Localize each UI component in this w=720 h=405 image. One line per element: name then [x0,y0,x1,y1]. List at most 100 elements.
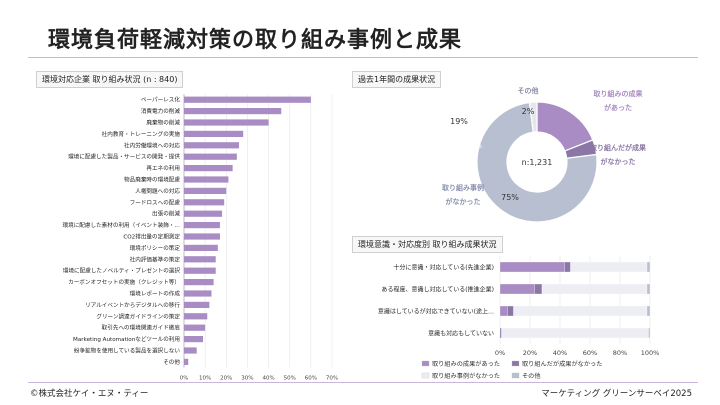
bar-chart-tick-label: 70% [326,376,338,382]
bar-chart-category-label: 廃棄物の削減 [146,119,180,127]
bar-chart-bar [184,199,225,206]
stacked-chart-tick-label: 80% [613,349,627,357]
stacked-chart-segment [648,327,651,339]
bar-chart-category-label: 社内労働環境への対応 [124,141,180,149]
bar-chart-tick-label: 60% [305,376,317,382]
bar-chart-category-label: CO2排出量の定期測定 [123,233,180,241]
bar-chart-bar [184,222,220,229]
stacked-chart-tick-label: 40% [553,349,567,357]
stacked-chart-category-label: 十分に意識・対応している(先進企業) [393,264,494,272]
footer-survey-name: マーケティング グリーンサーベイ2025 [541,389,692,399]
stacked-chart-segment [507,305,514,317]
stacked-chart-segment [501,327,649,339]
bar-chart-bar [184,256,216,263]
bar-chart-category-label: 出張の削減 [152,210,180,218]
bar-chart-tick-label: 40% [262,376,274,382]
bar-chart-bar [184,130,244,137]
bar-chart-category-label: 物品廃棄時の環境配慮 [124,176,180,184]
bar-chart-bar [184,290,212,297]
stacked-chart-segment [499,305,508,317]
bar-chart-bar [184,96,311,103]
bar-chart-category-label: 紛争鉱物を使用している製品を選択しない [74,347,181,355]
bar-chart-bar [184,210,223,217]
stacked-chart-segment [646,283,651,295]
stacked-chart-segment [499,261,565,273]
stacked-chart-category-label: ある程度、意識し対応している(推進企業) [381,286,494,294]
bar-chart-category-label: 社内評価基準の策定 [130,255,181,263]
stacked-chart-tick-label: 60% [583,349,597,357]
donut-category-label: その他 [518,86,539,95]
stacked-chart-category-label: 意識はしているが対応できていない(途上… [378,308,494,316]
bar-chart-category-label: 取引先への環境関連ガイド徹底 [102,324,181,332]
stacked-legend-label: 取り組みの成果があった [432,360,500,368]
stacked-chart-segment [499,283,535,295]
bar-chart-bar [184,233,220,240]
stacked-chart-segment [570,261,648,273]
stacked-chart-tick-label: 20% [523,349,537,357]
donut-category-label: があった [604,103,632,112]
bar-chart-bar [184,244,218,251]
stacked-chart-category-label: 意識も対応もしていない [428,330,494,338]
bar-chart-category-label: フードロスへの配慮 [130,198,181,206]
bar-chart-bar [184,165,233,172]
bar-chart-category-label: リアルイベントからデジタルへの移行 [85,301,180,309]
stacked-chart-segment [541,283,648,295]
stacked-legend-swatch [421,372,430,379]
bar-chart-tick-label: 10% [199,376,211,382]
donut-center-label: n:1,231 [522,158,553,167]
bar-chart-category-label: 環境に配慮した素材の利用（イベント装飾・… [63,221,180,229]
stacked-chart-segment [513,305,648,317]
stacked-chart: 0% 20% 40% 60% 80% 100% 十分に意識・対応している(先進企業) ある程度… [378,256,660,380]
bar-chart-bar [184,358,189,365]
bar-chart-bar [184,347,197,354]
bar-chart-bar [184,176,229,183]
stacked-chart-segment [646,261,651,273]
bar-chart-category-label: 環境レポートの作成 [130,290,181,298]
bar-chart-bar [184,142,239,149]
stacked-chart-segment [564,261,571,273]
bar-chart: 0% 10% 20% 30% 40% 50% 60% 70% ペーパーレス化消費電力の削減廃棄物… [63,94,338,382]
bar-chart-title: 環境対応企業 取り組み状況 (n : 840) [36,71,184,88]
bar-chart-category-label: カーボンオフセットの実施（クレジット等） [68,278,180,286]
footer-divider [28,382,698,383]
stacked-legend-label: 取り組み事例がなかった [432,372,500,380]
donut-chart: n:1,231 19% 取り組みの成果があった 4% 取り組んだが成果がなかった 75% 取… [442,86,646,223]
title-divider [28,57,698,58]
donut-percent-label: 75% [501,193,519,202]
bar-chart-tick-label: 20% [220,376,232,382]
stacked-legend-label: 取り組んだが成果がなかった [522,360,602,368]
bar-chart-category-label: その他 [163,358,180,366]
donut-category-label: 取り組んだが成果 [590,143,646,152]
bar-chart-bar [184,119,269,126]
donut-percent-label: 19% [450,117,468,126]
bar-chart-category-label: 環境ポリシーの策定 [130,244,181,252]
bar-chart-tick-label: 0% [180,376,189,382]
stacked-legend-swatch [421,360,430,367]
stacked-legend-swatch [511,372,520,379]
bar-chart-bar [184,267,216,274]
bar-chart-tick-label: 50% [284,376,296,382]
donut-slice [476,101,598,223]
bar-chart-bar [184,187,227,194]
bar-chart-category-label: 再エネの利用 [146,164,180,172]
stacked-chart-segment [646,305,651,317]
bar-chart-bar [184,336,204,343]
bar-chart-category-label: グリーン調達ガイドラインの策定 [96,312,180,320]
donut-category-label: がなかった [446,197,481,206]
stacked-chart-tick-label: 0% [495,349,505,357]
donut-slice [528,101,538,133]
bar-chart-category-label: 環境に配慮したノベルティ・プレゼントの選択 [63,267,181,275]
donut-category-label: 取り組みの成果 [594,89,643,98]
bar-chart-bar [184,108,282,115]
bar-chart-category-label: 人権問題への対応 [135,187,180,195]
stacked-chart-segment [534,283,543,295]
bar-chart-category-label: 社内教育・トレーニングの実施 [102,130,181,138]
stacked-chart-segment [499,327,502,339]
bar-chart-bar [184,324,206,331]
stacked-legend-swatch [511,360,520,367]
bar-chart-bar [184,279,214,286]
bar-chart-category-label: ペーパーレス化 [141,96,181,104]
bar-chart-bar [184,313,208,320]
bar-chart-category-label: 消費電力の削減 [141,107,181,115]
stacked-chart-tick-label: 100% [641,349,660,357]
